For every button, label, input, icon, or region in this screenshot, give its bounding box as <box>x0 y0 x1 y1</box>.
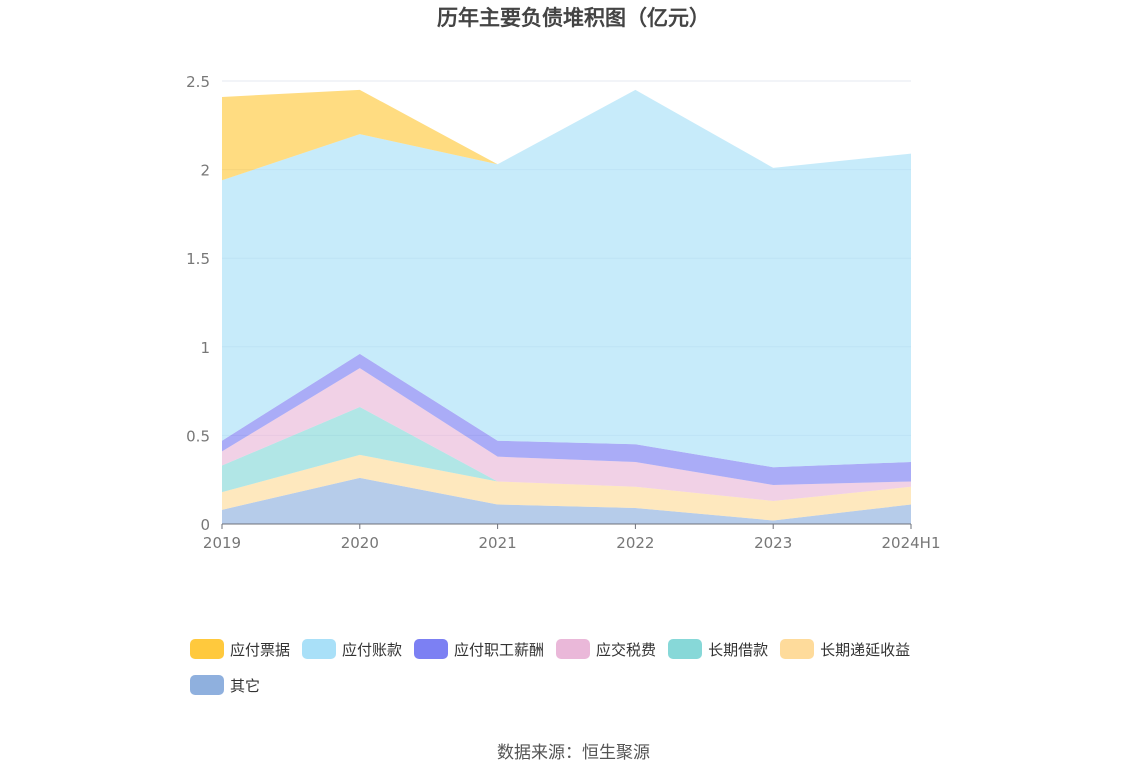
x-tick-label: 2022 <box>616 534 654 552</box>
x-tick-label: 2021 <box>479 534 517 552</box>
y-tick-label: 0.5 <box>186 427 210 445</box>
legend-swatch <box>414 639 449 659</box>
legend-swatch <box>190 639 224 659</box>
area-长期借款[interactable] <box>222 407 911 501</box>
legend-item[interactable]: 应交税费 <box>556 638 656 660</box>
legend-item[interactable]: 长期递延收益 <box>780 638 910 660</box>
y-tick-label: 2 <box>200 162 210 180</box>
data-source: 数据来源：恒生聚源 <box>497 743 650 763</box>
legend-item[interactable]: 长期借款 <box>668 638 768 660</box>
y-tick-label: 1 <box>200 339 210 357</box>
legend-label: 应付票据 <box>230 640 291 659</box>
legend-label: 其它 <box>230 676 261 695</box>
area-应付职工薪酬[interactable] <box>222 353 911 486</box>
legend-label: 应付职工薪酬 <box>454 640 545 659</box>
axes: 0 0.5 1 1.5 2 2.5 2019 2020 2021 2022 2023 2024H1 <box>186 73 940 552</box>
x-tick-label: 2020 <box>341 534 379 552</box>
legend-item[interactable]: 应付票据 <box>190 638 290 660</box>
legend-label: 长期递延收益 <box>820 640 911 659</box>
area-其它[interactable] <box>222 477 911 524</box>
area-长期递延收益[interactable] <box>222 454 911 521</box>
legend-swatch <box>780 639 815 659</box>
legend-swatch <box>556 639 591 659</box>
area-应付账款[interactable] <box>222 89 911 468</box>
legend-label: 应付账款 <box>342 640 403 659</box>
legend-swatch <box>302 639 337 659</box>
x-tick-label: 2023 <box>754 534 792 552</box>
legend-item[interactable]: 其它 <box>190 674 260 696</box>
y-tick-label: 1.5 <box>186 250 210 268</box>
legend-label: 应交税费 <box>596 640 657 659</box>
legend-swatch <box>190 675 224 695</box>
legend-item[interactable]: 应付职工薪酬 <box>414 638 544 660</box>
legend-label: 长期借款 <box>708 640 769 659</box>
legend: 应付票据 应付账款 应付职工薪酬 应交税费 长期借款 长期递延收益其它 <box>190 638 980 710</box>
x-tick-label: 2019 <box>203 534 241 552</box>
y-tick-label: 0 <box>200 516 210 534</box>
y-tick-label: 2.5 <box>186 73 210 91</box>
area-应交税费[interactable] <box>222 368 911 501</box>
legend-item[interactable]: 应付账款 <box>302 638 402 660</box>
area-series <box>222 89 911 524</box>
area-应付票据[interactable] <box>222 89 911 181</box>
x-tick-label: 2024H1 <box>882 534 941 552</box>
chart-title: 历年主要负债堆积图（亿元） <box>437 6 710 30</box>
legend-swatch <box>668 639 703 659</box>
